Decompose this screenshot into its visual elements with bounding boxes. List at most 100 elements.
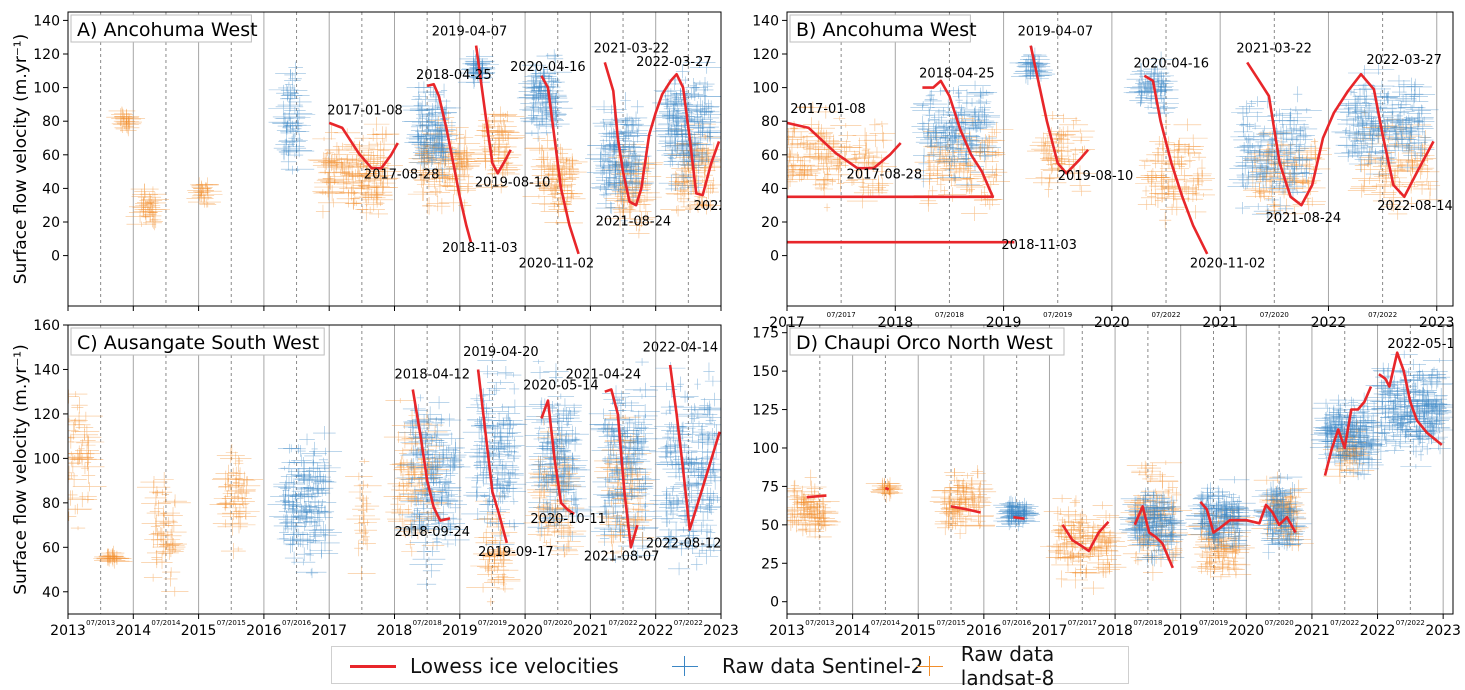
landsat-point: [609, 531, 618, 544]
landsat-point: [217, 500, 249, 507]
landsat-point: [961, 206, 988, 221]
sentinel-point: [490, 485, 522, 491]
landsat-point: [496, 585, 513, 592]
landsat-point: [870, 125, 896, 142]
y-tick-label: 0: [770, 249, 779, 265]
landsat-point: [941, 186, 948, 195]
sentinel-point: [1270, 153, 1283, 160]
sentinel-point: [291, 559, 315, 565]
landsat-point: [498, 148, 514, 157]
sentinel-point: [665, 137, 676, 148]
landsat-point: [1056, 570, 1068, 587]
sentinel-point: [1406, 112, 1434, 125]
landsat-point: [367, 156, 380, 164]
landsat-point: [1138, 199, 1156, 210]
sentinel-point: [696, 414, 730, 422]
landsat-point: [935, 521, 958, 528]
landsat-point: [1299, 160, 1314, 168]
midyear-label: 07/2016: [282, 619, 312, 627]
y-tick-label: 40: [42, 585, 60, 601]
sentinel-point: [403, 416, 428, 429]
landsat-point: [149, 211, 158, 229]
sentinel-point: [691, 436, 705, 450]
landsat-point: [1300, 152, 1332, 157]
landsat-point: [338, 162, 349, 172]
sentinel-point: [562, 433, 576, 448]
landsat-point: [990, 168, 1002, 182]
landsat-point: [1072, 495, 1080, 506]
sentinel-point: [652, 510, 681, 527]
landsat-point: [158, 499, 191, 506]
sentinel-point: [297, 547, 312, 561]
landsat-point: [62, 461, 80, 466]
landsat-point: [162, 486, 169, 503]
landsat-point: [954, 529, 966, 539]
landsat-point: [1124, 497, 1151, 509]
sentinel-point: [1404, 88, 1435, 102]
sentinel-point: [290, 529, 307, 537]
sentinel-point: [279, 134, 308, 147]
landsat-point: [674, 176, 680, 188]
landsat-point: [523, 195, 556, 199]
sentinel-point: [489, 385, 501, 396]
sentinel-point: [660, 442, 688, 451]
sentinel-point: [477, 516, 493, 522]
sentinel-point: [558, 411, 580, 425]
landsat-point: [490, 123, 511, 140]
x-tick-label: 2016: [246, 623, 282, 639]
y-tick-label: 120: [33, 47, 60, 63]
date-annotation: 2020-04-16: [510, 60, 586, 75]
sentinel-point: [1412, 104, 1431, 116]
landsat-point: [1355, 159, 1369, 172]
sentinel-point: [1283, 111, 1312, 124]
sentinel-point: [534, 426, 545, 430]
landsat-point: [151, 528, 165, 539]
sentinel-point: [312, 442, 318, 456]
sentinel-point: [654, 505, 679, 516]
landsat-point: [312, 186, 343, 197]
landsat-point: [805, 470, 817, 486]
landsat-point: [63, 504, 93, 515]
sentinel-point: [685, 421, 714, 427]
date-annotation: 2022-08-14: [694, 199, 770, 214]
sentinel-point: [678, 507, 709, 516]
sentinel-point: [1153, 105, 1176, 113]
landsat-point: [222, 507, 251, 519]
sentinel-point: [273, 484, 295, 490]
sentinel-point: [698, 425, 705, 434]
sentinel-point: [561, 410, 579, 421]
landsat-point: [1142, 186, 1149, 196]
sentinel-point: [321, 506, 329, 517]
sentinel-point: [274, 523, 299, 529]
sentinel-point: [499, 463, 513, 469]
sentinel-point: [939, 145, 953, 151]
sentinel-point: [409, 560, 442, 568]
landsat-point: [1070, 498, 1080, 507]
sentinel-point: [285, 82, 293, 87]
date-annotation: 2017-01-08: [790, 102, 866, 117]
landsat-point: [459, 184, 476, 193]
landsat-point: [364, 117, 390, 131]
x-tick-label: 2014: [115, 623, 151, 639]
landsat-point: [221, 543, 246, 559]
y-tick-label: 20: [42, 215, 60, 231]
sentinel-point: [531, 366, 550, 379]
landsat-point: [824, 203, 830, 211]
sentinel-point: [959, 81, 990, 91]
landsat-point: [70, 412, 87, 429]
landsat-point: [369, 210, 388, 218]
y-tick-label: 20: [761, 215, 779, 231]
sentinel-point: [673, 429, 691, 440]
sentinel-point: [555, 544, 572, 551]
landsat-point: [142, 515, 172, 533]
sentinel-point: [525, 430, 553, 441]
date-annotation: 2019-09-17: [478, 545, 554, 560]
sentinel-point: [1247, 100, 1256, 107]
sentinel-point: [441, 84, 447, 98]
landsat-point: [557, 543, 577, 555]
landsat-point: [1072, 186, 1091, 196]
date-annotation: 2018-04-25: [416, 68, 492, 83]
landsat-point: [488, 513, 504, 517]
landsat-point: [1207, 565, 1224, 573]
y-tick-label: 100: [752, 81, 779, 97]
